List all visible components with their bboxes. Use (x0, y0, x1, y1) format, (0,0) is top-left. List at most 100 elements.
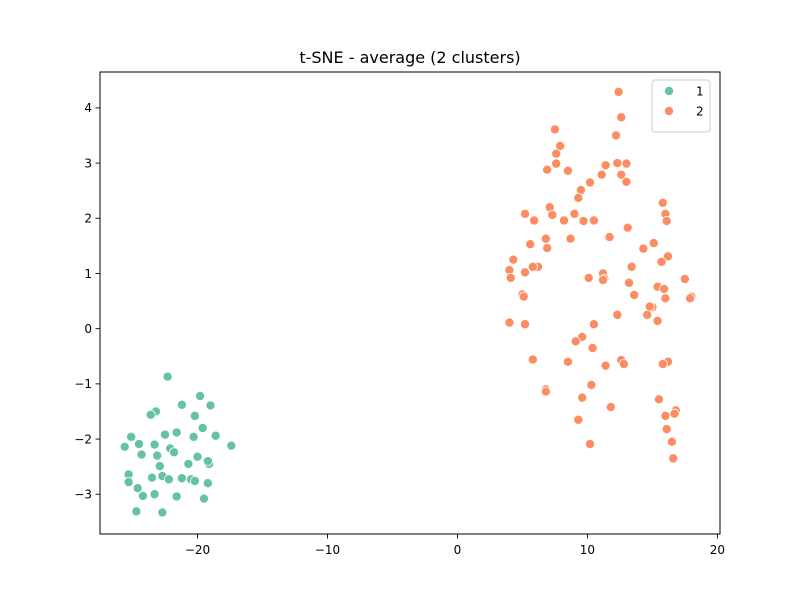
y-tick-label: 2 (84, 212, 92, 226)
data-point-series-1 (126, 431, 137, 442)
data-point-series-2 (596, 169, 607, 180)
data-point-series-1 (210, 430, 221, 441)
data-point-series-2 (663, 251, 674, 262)
data-point-series-2 (527, 354, 538, 365)
data-point-series-2 (679, 273, 690, 284)
data-point-series-2 (508, 254, 519, 265)
data-point-series-2 (656, 256, 667, 267)
data-point-series-2 (618, 358, 629, 369)
data-point-series-2 (583, 272, 594, 283)
data-point-series-1 (197, 423, 208, 434)
y-tick-label: −3 (74, 488, 92, 502)
data-point-series-2 (622, 222, 633, 233)
data-point-series-1 (189, 410, 200, 421)
data-point-series-2 (527, 261, 538, 272)
data-point-series-2 (505, 272, 516, 283)
data-point-series-1 (183, 458, 194, 469)
data-point-series-2 (525, 239, 536, 250)
data-point-series-2 (612, 309, 623, 320)
data-point-series-1 (226, 440, 237, 451)
y-tick-label: 0 (84, 322, 92, 336)
data-point-series-2 (616, 169, 627, 180)
legend-marker-series-1 (664, 86, 675, 97)
data-point-series-2 (616, 112, 627, 123)
data-point-series-2 (638, 243, 649, 254)
data-point-series-2 (562, 165, 573, 176)
data-point-series-2 (570, 336, 581, 347)
data-point-series-2 (586, 379, 597, 390)
data-point-series-2 (666, 436, 677, 447)
data-point-series-1 (157, 507, 168, 518)
data-point-series-1 (152, 450, 163, 461)
x-tick-label: 0 (454, 543, 462, 557)
data-point-series-2 (551, 148, 562, 159)
data-point-series-2 (621, 176, 632, 187)
data-point-series-2 (624, 277, 635, 288)
data-point-series-2 (542, 164, 553, 175)
data-point-series-2 (661, 216, 672, 227)
data-point-series-2 (520, 267, 531, 278)
data-point-series-1 (145, 409, 156, 420)
data-point-series-2 (520, 319, 531, 330)
data-point-series-2 (685, 293, 696, 304)
x-tick-label: 10 (580, 543, 595, 557)
data-point-series-1 (188, 431, 199, 442)
data-point-series-2 (562, 356, 573, 367)
x-tick-label: 20 (710, 543, 725, 557)
data-point-series-2 (657, 197, 668, 208)
legend: 12 (651, 79, 711, 133)
data-point-series-1 (205, 400, 216, 411)
data-point-series-2 (555, 140, 566, 151)
data-point-series-1 (159, 429, 170, 440)
data-point-series-2 (653, 394, 664, 405)
legend-label: 1 (696, 85, 704, 99)
data-point-series-1 (171, 427, 182, 438)
data-point-series-2 (585, 177, 596, 188)
data-point-series-2 (652, 315, 663, 326)
data-point-series-1 (137, 490, 148, 501)
chart-title: t-SNE - average (2 clusters) (299, 48, 520, 67)
data-point-series-2 (587, 342, 598, 353)
y-tick-label: 4 (84, 101, 92, 115)
data-point-series-2 (612, 158, 623, 169)
data-point-series-2 (605, 402, 616, 413)
data-point-series-2 (585, 439, 596, 450)
data-point-series-1 (133, 439, 144, 450)
data-point-series-2 (542, 243, 553, 254)
y-tick-label: −1 (74, 377, 92, 391)
data-point-series-2 (569, 208, 580, 219)
data-point-series-2 (642, 309, 653, 320)
data-point-series-2 (573, 414, 584, 425)
data-point-series-1 (163, 474, 174, 485)
data-point-series-2 (578, 216, 589, 227)
data-point-series-2 (611, 130, 622, 141)
data-point-series-2 (588, 319, 599, 330)
data-point-series-2 (565, 233, 576, 244)
data-point-series-1 (169, 447, 180, 458)
data-point-series-2 (520, 208, 531, 219)
data-point-series-2 (657, 358, 668, 369)
data-point-series-2 (600, 160, 611, 171)
data-point-series-1 (192, 451, 203, 462)
data-point-series-2 (660, 410, 671, 421)
legend-label: 2 (696, 105, 704, 119)
data-point-series-1 (149, 439, 160, 450)
data-point-series-1 (176, 399, 187, 410)
data-point-series-2 (668, 453, 679, 464)
y-tick-label: 1 (84, 267, 92, 281)
data-point-series-1 (176, 473, 187, 484)
data-point-series-1 (189, 476, 200, 487)
x-tick-label: −20 (185, 543, 210, 557)
data-point-series-2 (518, 291, 529, 302)
data-point-series-1 (162, 371, 173, 382)
data-point-series-1 (131, 506, 142, 517)
data-point-series-1 (198, 493, 209, 504)
legend-marker-series-2 (664, 106, 675, 117)
data-point-series-1 (171, 491, 182, 502)
data-point-series-1 (202, 456, 213, 467)
data-point-series-2 (529, 215, 540, 226)
data-point-series-2 (577, 392, 588, 403)
data-point-series-1 (123, 477, 134, 488)
